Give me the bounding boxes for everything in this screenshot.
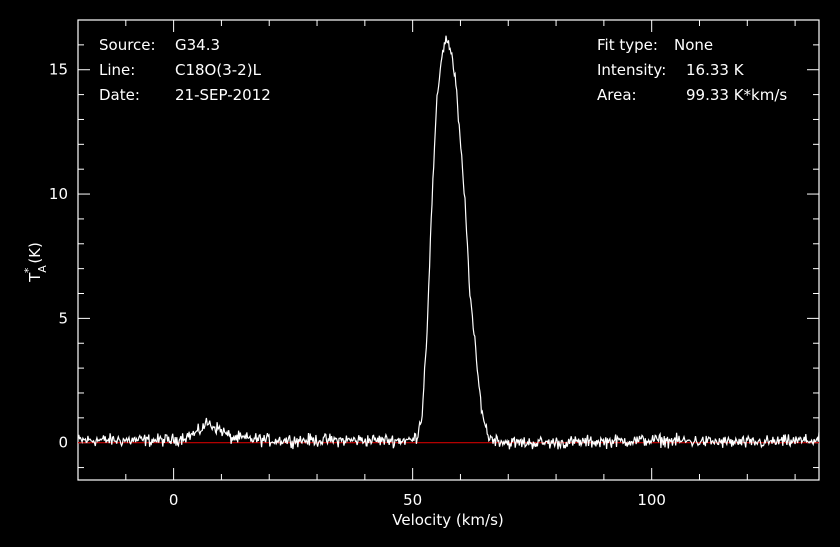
line-label: Line: bbox=[99, 61, 135, 79]
fit-type-value: None bbox=[674, 36, 713, 54]
y-tick-label: 0 bbox=[58, 434, 68, 452]
y-tick-label: 5 bbox=[58, 309, 68, 327]
y-axis-label-unit: (K) bbox=[26, 242, 44, 264]
x-tick-label: 100 bbox=[637, 491, 666, 509]
intensity-value: 16.33 K bbox=[686, 61, 745, 79]
axis-tick-labels: 0 50 100 0 5 10 15 bbox=[49, 61, 666, 509]
y-axis-label: TA* (K) bbox=[22, 242, 49, 283]
area-label: Area: bbox=[597, 86, 637, 104]
y-tick-label: 15 bbox=[49, 61, 68, 79]
axis-ticks bbox=[77, 19, 819, 480]
svg-text:TA*(K): TA* (K) bbox=[22, 242, 49, 283]
spectrum-series-line bbox=[77, 35, 820, 450]
y-tick-label: 10 bbox=[49, 185, 68, 203]
source-label: Source: bbox=[99, 36, 156, 54]
area-value: 99.33 K*km/s bbox=[686, 86, 787, 104]
intensity-label: Intensity: bbox=[597, 61, 666, 79]
source-value: G34.3 bbox=[175, 36, 220, 54]
y-axis-label-main: T bbox=[26, 272, 44, 283]
x-tick-label: 50 bbox=[403, 491, 422, 509]
date-value: 21-SEP-2012 bbox=[175, 86, 271, 104]
y-axis-label-sub: A bbox=[36, 265, 49, 273]
fit-type-label: Fit type: bbox=[597, 36, 658, 54]
x-tick-label: 0 bbox=[169, 491, 179, 509]
y-axis-label-sup: * bbox=[22, 267, 35, 273]
line-value: C18O(3-2)L bbox=[175, 61, 262, 79]
x-axis-label: Velocity (km/s) bbox=[392, 511, 503, 529]
plot-frame bbox=[77, 19, 820, 481]
date-label: Date: bbox=[99, 86, 140, 104]
